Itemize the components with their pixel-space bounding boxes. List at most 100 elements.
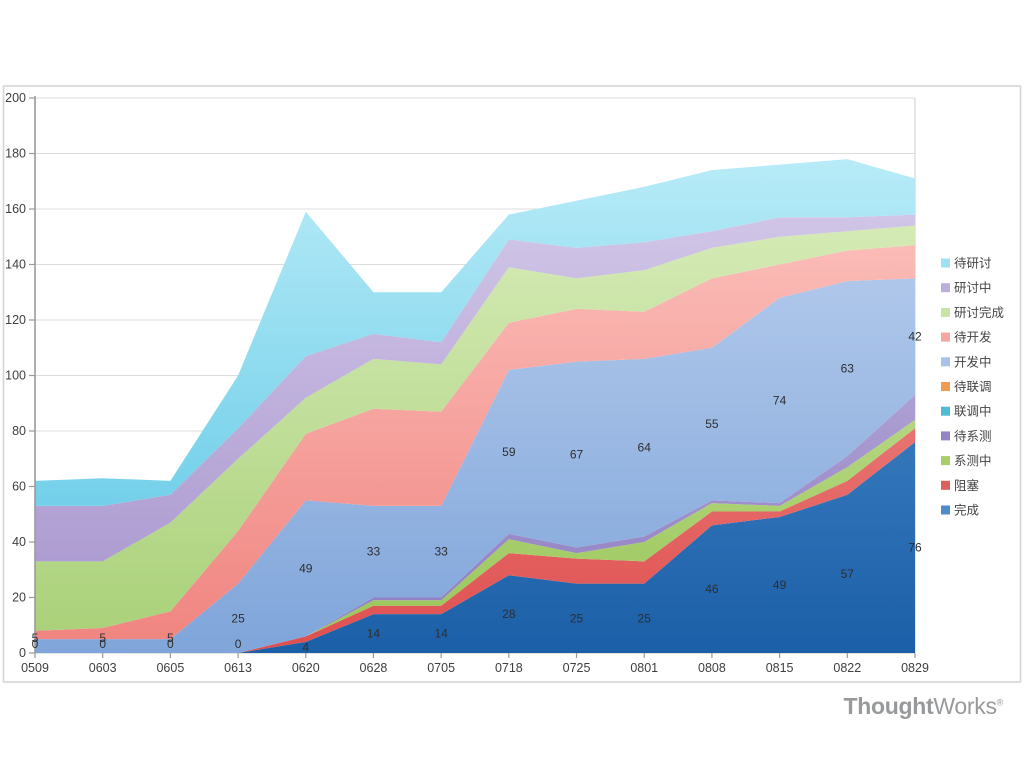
x-axis-label-0603: 0603 <box>89 661 117 675</box>
legend-label-to-sys-test: 待系测 <box>954 429 992 443</box>
data-label-developing-0628: 33 <box>367 545 381 559</box>
logo-text-regular: Works <box>933 693 997 719</box>
legend-item-to-develop: 待开发 <box>941 330 992 345</box>
legend-item-to-discuss: 待研讨 <box>941 257 992 271</box>
y-axis-label-40: 40 <box>12 535 26 549</box>
x-axis-label-0725: 0725 <box>563 661 591 675</box>
legend-swatch-developing <box>941 357 950 367</box>
x-axis-label-0808: 0808 <box>698 661 726 675</box>
data-label-done-0718: 28 <box>502 607 516 621</box>
x-axis-label-0613: 0613 <box>224 661 252 675</box>
legend-swatch-integrating <box>941 406 950 416</box>
data-label-developing-0808: 55 <box>705 417 719 431</box>
legend-label-to-discuss: 待研讨 <box>954 257 992 271</box>
area-series-group <box>35 159 915 653</box>
x-axis-label-0801: 0801 <box>630 661 658 675</box>
data-label-developing-0815: 74 <box>773 394 787 408</box>
x-axis-label-0605: 0605 <box>156 661 184 675</box>
legend-label-discussing: 研讨中 <box>954 280 992 295</box>
legend-swatch-discussed <box>941 307 950 317</box>
data-label-done-0605: 0 <box>167 637 174 651</box>
legend-swatch-to-discuss <box>941 258 950 268</box>
data-label-done-0705: 14 <box>434 627 448 641</box>
area-discussing <box>35 214 915 562</box>
area-discussed <box>35 225 915 631</box>
data-label-developing-0620: 49 <box>299 561 313 575</box>
data-label-developing-0509: 5 <box>32 631 39 645</box>
data-label-developing-0829: 42 <box>908 330 922 344</box>
data-label-done-0613: 0 <box>235 637 242 651</box>
chart-frame <box>2 85 1022 683</box>
y-axis-label-160: 160 <box>5 202 26 216</box>
legend-label-developing: 开发中 <box>954 354 992 369</box>
legend-label-done: 完成 <box>954 503 979 518</box>
data-label-done-0829: 76 <box>908 541 922 555</box>
data-label-done-0822: 57 <box>841 567 855 581</box>
x-axis-label-0829: 0829 <box>901 661 929 675</box>
logo-text-bold: Thought <box>843 693 934 719</box>
legend-swatch-to-integrate <box>941 382 950 391</box>
area-developing <box>35 278 915 653</box>
y-axis-label-180: 180 <box>5 147 26 161</box>
y-axis-label-20: 20 <box>12 591 26 605</box>
legend-label-blocked: 阻塞 <box>954 478 980 493</box>
y-axis-label-140: 140 <box>5 258 26 272</box>
y-axis: 0 20 40 60 80 100 120 140 160 180 200 <box>5 91 36 660</box>
legend-item-discussed: 研讨完成 <box>941 305 1004 320</box>
data-label-done-0801: 25 <box>638 611 652 625</box>
data-label-developing-0725: 67 <box>570 448 584 462</box>
x-axis-label-0815: 0815 <box>766 661 794 675</box>
legend-label-to-integrate: 待联调 <box>954 380 992 394</box>
data-label-done-0725: 25 <box>570 611 584 625</box>
legend-label-sys-testing: 系测中 <box>954 453 992 468</box>
legend-item-discussing: 研讨中 <box>941 280 992 295</box>
legend-swatch-to-develop <box>941 332 950 342</box>
x-axis: 0509 0603 0605 0613 0620 0628 0705 0718 0725 0801… <box>21 653 929 675</box>
legend-swatch-discussing <box>941 283 950 293</box>
x-axis-label-0718: 0718 <box>495 661 523 675</box>
y-axis-label-80: 80 <box>12 424 26 438</box>
legend-item-sys-testing: 系测中 <box>941 453 992 468</box>
data-label-developing-0605: 5 <box>167 631 174 645</box>
y-axis-label-120: 120 <box>5 313 26 327</box>
data-label-done-0628: 14 <box>367 627 381 641</box>
y-axis-label-0: 0 <box>19 646 26 660</box>
legend-label-discussed: 研讨完成 <box>954 305 1004 320</box>
x-axis-label-0705: 0705 <box>427 661 455 675</box>
x-axis-label-0620: 0620 <box>292 661 320 675</box>
data-label-developing-0613: 25 <box>231 611 245 625</box>
data-label-done-0509: 0 <box>32 637 39 651</box>
legend-item-blocked: 阻塞 <box>941 478 980 493</box>
legend-item-to-integrate: 待联调 <box>941 380 992 394</box>
area-done <box>35 442 915 653</box>
x-axis-label-0822: 0822 <box>833 661 861 675</box>
area-to-discuss <box>35 159 915 506</box>
x-axis-label-0628: 0628 <box>360 661 388 675</box>
data-label-developing-0822: 63 <box>841 362 855 376</box>
data-label-done-0808: 46 <box>705 582 719 596</box>
data-label-done-0815: 49 <box>773 578 787 592</box>
legend-label-to-develop: 待开发 <box>954 330 992 345</box>
legend-swatch-blocked <box>941 480 950 490</box>
data-label-developing-0705: 33 <box>434 545 448 559</box>
legend-item-integrating: 联调中 <box>941 404 992 419</box>
y-axis-label-100: 100 <box>5 369 26 383</box>
x-axis-label-0509: 0509 <box>21 661 49 675</box>
legend-swatch-to-sys-test <box>941 431 950 441</box>
legend-item-to-sys-test: 待系测 <box>941 429 992 443</box>
data-label-done-0620: 4 <box>302 641 309 655</box>
legend-swatch-sys-testing <box>941 456 950 466</box>
legend-swatch-done <box>941 505 950 515</box>
y-axis-label-60: 60 <box>12 480 26 494</box>
legend-item-developing: 开发中 <box>941 354 992 369</box>
legend-item-done: 完成 <box>941 503 979 518</box>
data-label-developing-0603: 5 <box>99 631 106 645</box>
data-label-developing-0801: 64 <box>638 441 652 455</box>
y-axis-label-200: 200 <box>5 91 26 105</box>
thoughtworks-logo: ThoughtWorks® <box>843 693 1004 720</box>
legend-label-integrating: 联调中 <box>954 404 992 419</box>
